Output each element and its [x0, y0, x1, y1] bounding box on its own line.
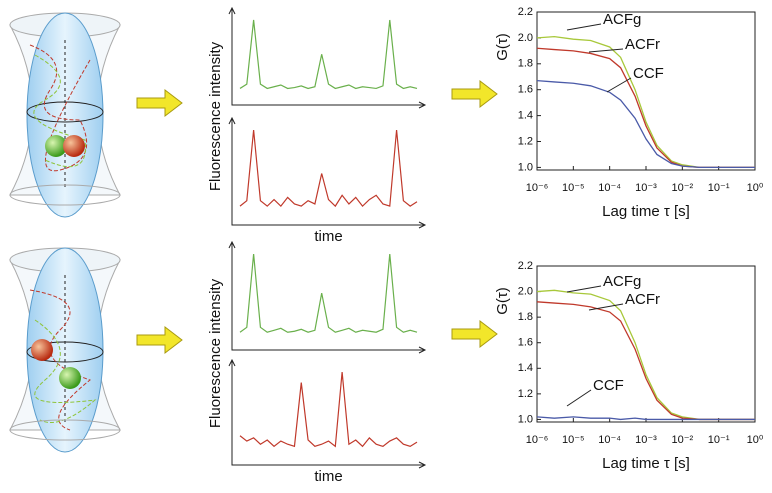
curve [536, 79, 755, 169]
y-tick-label: 1.2 [518, 388, 533, 400]
y-tick-label: 1.6 [518, 84, 533, 96]
axis-arrow [228, 358, 427, 469]
x-axis-label: time [314, 468, 342, 485]
curve [536, 35, 755, 169]
y-tick-label: 2.2 [518, 6, 533, 18]
x-axis-label: Lag time τ [s] [602, 455, 690, 472]
x-tick-label: 10⁻² [671, 182, 693, 194]
series-label: ACFg [603, 11, 641, 28]
axis [231, 360, 425, 466]
axis [231, 118, 425, 226]
x-tick-label: 10⁻³ [635, 182, 657, 194]
x-tick-label: 10⁻⁶ [526, 434, 549, 446]
y-tick-label: 1.2 [518, 135, 533, 147]
label-arrow [606, 77, 632, 93]
y-tick-label: 1.0 [518, 413, 533, 425]
axis-arrow [228, 6, 427, 109]
y-tick-label: 2.0 [518, 32, 533, 44]
x-tick-label: 10⁻³ [635, 434, 657, 446]
series-label: ACFg [603, 273, 641, 290]
illustration-top [9, 12, 121, 218]
x-tick-label: 10⁻⁵ [562, 182, 585, 194]
y-tick-label: 1.0 [518, 161, 533, 173]
illustration-bottom [9, 247, 121, 453]
axis [231, 8, 425, 106]
curve [536, 416, 755, 421]
trace-line [239, 19, 418, 90]
y-tick-label: 1.4 [518, 110, 533, 122]
x-tick-label: 10⁻⁵ [562, 434, 585, 446]
label-arrow [566, 285, 602, 293]
y-tick-label: 2.0 [518, 285, 533, 297]
y-axis-label: Fluorescence intensity [207, 278, 224, 428]
label-arrow [588, 48, 624, 53]
curve [536, 301, 755, 421]
label-arrow [566, 389, 592, 407]
x-tick-label: 10⁻⁶ [526, 182, 549, 194]
series-label: ACFr [625, 291, 660, 308]
y-tick-label: 1.8 [518, 311, 533, 323]
series-label: ACFr [625, 36, 660, 53]
y-tick-label: 1.4 [518, 362, 533, 374]
label-arrow [588, 303, 624, 311]
trace-line [239, 371, 418, 448]
y-axis-label: G(τ) [494, 287, 511, 315]
x-tick-label: 10⁻¹ [708, 434, 730, 446]
curve [536, 289, 755, 421]
trace-line [239, 129, 418, 208]
series-label: CCF [593, 377, 624, 394]
label-arrow [566, 23, 602, 31]
x-tick-label: 10⁻² [671, 434, 693, 446]
trace-line [239, 253, 418, 333]
series-label: CCF [633, 65, 664, 82]
x-axis-label: Lag time τ [s] [602, 203, 690, 220]
axis-arrow [228, 240, 427, 354]
y-axis-label: G(τ) [494, 33, 511, 61]
x-tick-label: 10⁻⁴ [598, 434, 621, 446]
y-tick-label: 2.2 [518, 260, 533, 272]
yellow-arrows [136, 79, 498, 355]
x-tick-label: 10⁰ [747, 182, 764, 194]
x-axis-label: time [314, 228, 342, 245]
y-tick-label: 1.6 [518, 337, 533, 349]
plot-frame [536, 265, 756, 423]
x-tick-label: 10⁰ [747, 434, 764, 446]
x-tick-label: 10⁻⁴ [598, 182, 621, 194]
y-axis-label: Fluorescence intensity [207, 41, 224, 191]
x-tick-label: 10⁻¹ [708, 182, 730, 194]
axis [231, 242, 425, 351]
axis-arrow [228, 116, 427, 229]
y-tick-label: 1.8 [518, 58, 533, 70]
